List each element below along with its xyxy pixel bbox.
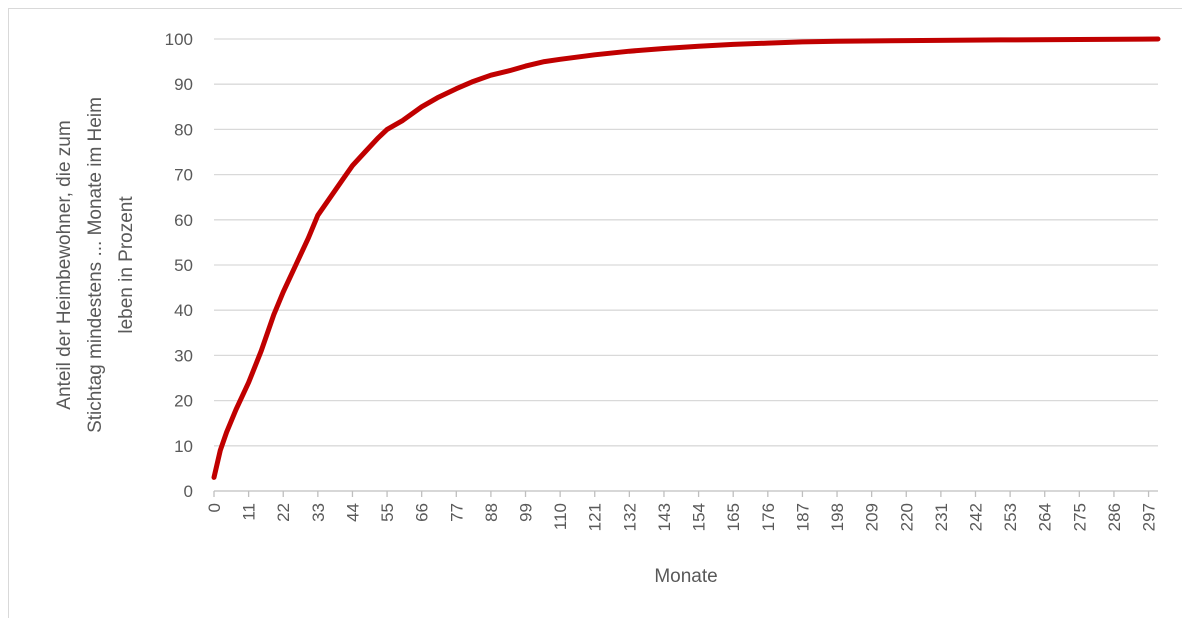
- x-tick-label: 220: [897, 503, 916, 531]
- x-tick-label: 187: [793, 503, 812, 531]
- y-tick-label: 50: [174, 256, 193, 275]
- y-axis-title: Anteil der Heimbewohner, die zum Stichta…: [54, 97, 137, 433]
- x-tick-label: 253: [1001, 503, 1020, 531]
- series-line-0: [211, 36, 1161, 480]
- y-tick-label: 100: [165, 30, 193, 49]
- x-tick-label: 209: [863, 503, 882, 531]
- x-tick-label: 143: [655, 503, 674, 531]
- y-tick-label: 40: [174, 301, 193, 320]
- y-tick-label: 90: [174, 75, 193, 94]
- chart-frame: [8, 8, 1182, 618]
- x-tick-label: 11: [240, 503, 259, 521]
- x-tick-label: 275: [1070, 503, 1089, 531]
- x-tick-label: 176: [759, 503, 778, 531]
- y-tick-label: 70: [174, 166, 193, 185]
- x-tick-label: 165: [724, 503, 743, 531]
- x-tick-label: 132: [620, 503, 639, 531]
- y-tick-label: 0: [184, 482, 193, 501]
- x-tick-label: 44: [343, 503, 362, 522]
- y-axis-title-line-2: Stichtag mindestens ... Monate im Heim: [85, 97, 106, 433]
- x-tick-label: 33: [309, 503, 328, 522]
- y-tick-label: 10: [174, 437, 193, 456]
- series-layer: [211, 36, 1161, 480]
- y-tick-label: 30: [174, 346, 193, 365]
- x-tick-label: 121: [586, 503, 605, 531]
- x-tick-label: 231: [932, 503, 951, 531]
- x-tick-label: 198: [828, 503, 847, 531]
- x-tick-label: 99: [517, 503, 536, 522]
- x-tick-label: 88: [482, 503, 501, 522]
- x-tick-label: 297: [1140, 503, 1159, 531]
- x-tick-label: 110: [551, 503, 570, 530]
- x-tick-label: 22: [274, 503, 293, 522]
- x-axis-title: Monate: [654, 566, 717, 587]
- y-tick-label: 80: [174, 120, 193, 139]
- y-axis-title-line-1: Anteil der Heimbewohner, die zum: [54, 120, 75, 409]
- gridlines: [214, 38, 1158, 447]
- y-axis-ticks: 0 10 20 30 40 50 60 70 80 90 100: [165, 30, 193, 501]
- x-tick-label: 242: [966, 503, 985, 531]
- x-tick-label: 154: [690, 503, 709, 531]
- x-tick-label: 55: [378, 503, 397, 522]
- x-axis-ticks: 0 11 22 33 44 55 66 77 88 99 110 121 132 143 154 165 176…: [205, 491, 1159, 531]
- y-tick-label: 60: [174, 211, 193, 230]
- x-tick-label: 264: [1036, 503, 1055, 531]
- y-axis-title-line-3: leben in Prozent: [116, 196, 137, 334]
- x-tick-label: 66: [413, 503, 432, 522]
- y-tick-label: 20: [174, 392, 193, 411]
- x-tick-label: 77: [447, 503, 466, 522]
- x-tick-label: 0: [205, 503, 224, 512]
- x-tick-label: 286: [1105, 503, 1124, 531]
